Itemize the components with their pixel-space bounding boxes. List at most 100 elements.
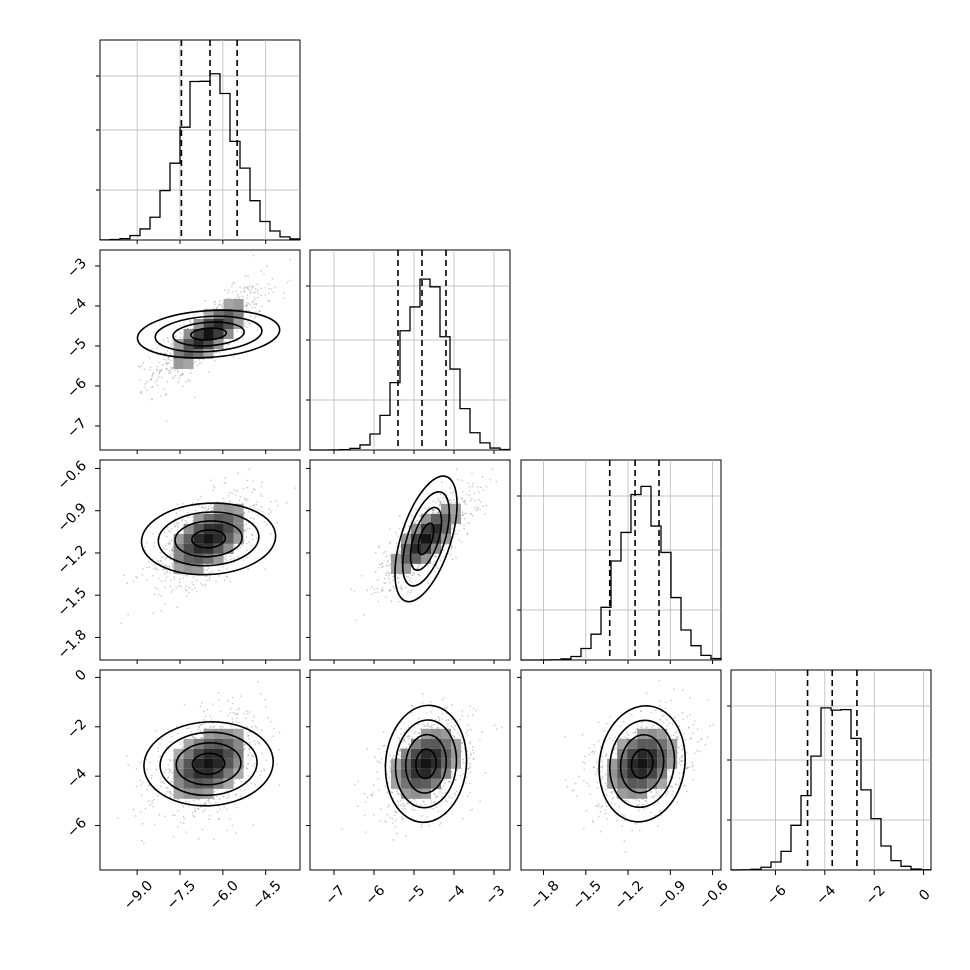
sample-point (267, 299, 270, 302)
sample-point (371, 592, 373, 595)
sample-point (260, 270, 262, 272)
sample-point (164, 793, 167, 796)
sample-point (605, 794, 608, 796)
sample-point (381, 586, 384, 589)
sample-point (256, 501, 258, 503)
sample-point (402, 803, 404, 805)
sample-point (226, 576, 229, 578)
sample-point (247, 302, 250, 305)
sample-point (468, 490, 471, 492)
sample-point (248, 289, 250, 291)
sample-point (244, 325, 246, 327)
sample-point (176, 368, 179, 371)
sample-point (251, 538, 254, 541)
sample-point (285, 501, 288, 504)
sample-point (161, 562, 163, 564)
sample-point (469, 809, 472, 812)
sample-point (389, 762, 392, 764)
density-cell (411, 788, 421, 799)
sample-point (451, 734, 454, 737)
sample-point (185, 521, 188, 524)
sample-point (277, 504, 279, 507)
sample-point (455, 556, 457, 559)
sample-point (138, 366, 141, 369)
sample-point (269, 533, 272, 535)
sample-point (440, 822, 442, 824)
sample-point (253, 715, 255, 718)
sample-point (420, 826, 423, 828)
sample-point (380, 589, 383, 591)
sample-point (228, 500, 231, 503)
sample-point (246, 479, 248, 482)
sample-point (433, 509, 435, 511)
sample-point (244, 528, 246, 531)
density-cell (203, 319, 214, 329)
sample-point (127, 764, 129, 766)
sample-point (397, 757, 400, 760)
sample-point (457, 732, 459, 734)
sample-point (223, 557, 225, 559)
sample-point (257, 289, 259, 292)
sample-point (235, 290, 237, 292)
sample-point (225, 555, 227, 557)
sample-point (139, 391, 142, 394)
sample-point (149, 366, 152, 369)
sample-point (485, 504, 488, 507)
contour-level-0 (189, 327, 228, 341)
sample-point (243, 713, 245, 715)
sample-point (391, 822, 394, 824)
sample-point (227, 714, 230, 717)
sample-point (247, 499, 249, 501)
sample-point (434, 555, 436, 557)
sample-point (171, 540, 173, 542)
sample-point (246, 710, 248, 713)
sample-point (170, 793, 172, 795)
sample-point (132, 808, 135, 811)
sample-point (387, 559, 389, 562)
density-cell (431, 533, 441, 544)
sample-point (455, 778, 457, 781)
sample-point (159, 395, 162, 397)
sample-point (249, 527, 251, 530)
scatter-panel-3-2 (520, 669, 722, 871)
sample-point (386, 791, 389, 794)
sample-point (178, 377, 181, 380)
density-cell (183, 533, 194, 544)
sample-point (240, 291, 242, 294)
sample-point (168, 771, 171, 774)
sample-point (207, 507, 209, 510)
sample-point (433, 512, 435, 514)
sample-point (456, 533, 458, 535)
sample-point (409, 591, 412, 594)
sample-point (151, 386, 153, 389)
density-cell (203, 543, 214, 554)
sample-point (406, 736, 409, 738)
density-cell (421, 788, 431, 799)
density-cell (203, 758, 214, 769)
sample-point (371, 586, 373, 588)
density-cell (193, 788, 204, 799)
sample-point (392, 756, 394, 759)
sample-point (249, 731, 252, 734)
sample-point (450, 776, 453, 778)
density-cell (183, 349, 194, 359)
sample-point (462, 761, 464, 764)
sample-point (267, 513, 270, 516)
sample-point (168, 565, 170, 568)
sample-point (153, 541, 156, 544)
sample-point (458, 539, 460, 541)
sample-point (414, 521, 416, 523)
sample-point (152, 372, 155, 374)
sample-point (151, 799, 153, 802)
sample-point (397, 552, 399, 555)
sample-point (221, 566, 224, 568)
sample-point (469, 771, 472, 773)
sample-point (566, 785, 569, 788)
sample-point (467, 482, 470, 484)
sample-point (210, 717, 213, 720)
sample-point (413, 726, 415, 728)
sample-point (691, 765, 694, 768)
sample-point (398, 527, 401, 530)
sample-point (241, 295, 244, 298)
density-cell (233, 513, 244, 524)
